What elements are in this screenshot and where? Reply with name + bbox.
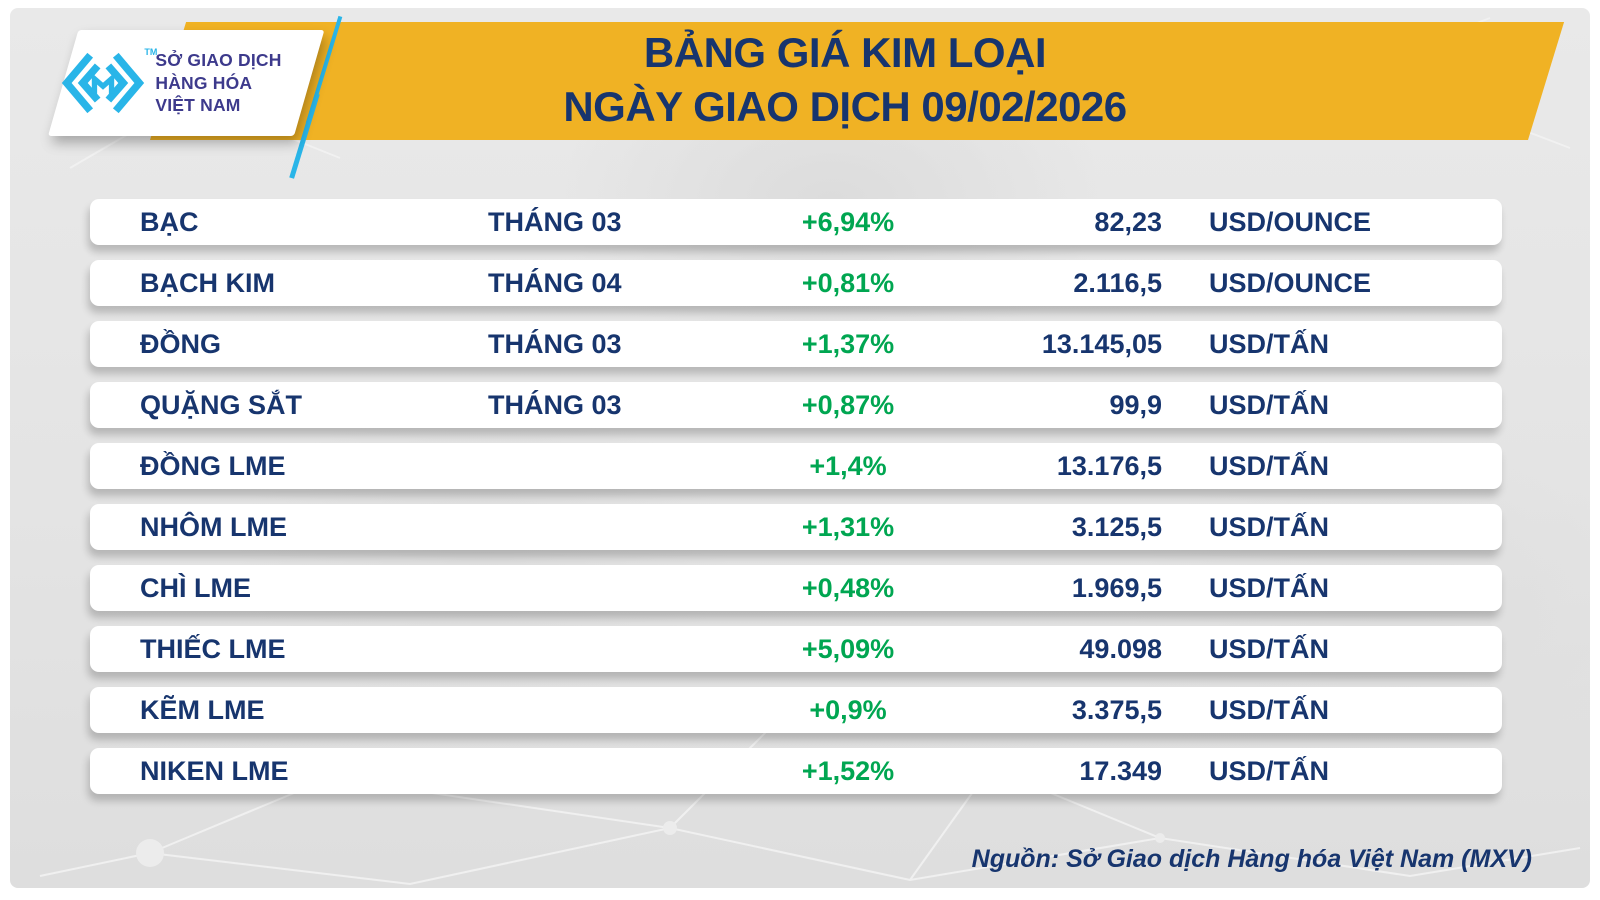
price-value: 99,9	[1109, 389, 1162, 420]
change-percent: +1,31%	[801, 511, 895, 542]
mxv-logo-text: SỞ GIAO DỊCH HÀNG HÓA VIỆT NAM	[155, 49, 281, 117]
logo-text-line: VIỆT NAM	[155, 95, 241, 116]
table-row: NHÔM LME +1,31% 3.125,5 USD/TẤN	[90, 504, 1502, 550]
price-unit: USD/TẤN	[1209, 511, 1329, 542]
price-unit: USD/TẤN	[1209, 633, 1329, 664]
table-row: ĐỒNG LME +1,4% 13.176,5 USD/TẤN	[90, 443, 1502, 489]
price-value: 17.349	[1079, 755, 1162, 786]
price-value: 3.125,5	[1071, 511, 1162, 542]
table-row: QUẶNG SẮT THÁNG 03 +0,87% 99,9 USD/TẤN	[90, 382, 1502, 428]
price-unit: USD/OUNCE	[1209, 206, 1372, 237]
change-percent: +0,9%	[809, 694, 887, 725]
contract-month: THÁNG 03	[488, 206, 622, 237]
commodity-name: CHÌ LME	[140, 572, 251, 603]
table-row: KẼM LME +0,9% 3.375,5 USD/TẤN	[90, 687, 1502, 733]
contract-month: THÁNG 03	[488, 389, 622, 420]
table-row: BẠC THÁNG 03 +6,94% 82,23 USD/OUNCE	[90, 199, 1502, 245]
table-row: THIẾC LME +5,09% 49.098 USD/TẤN	[90, 626, 1502, 672]
logo-text-line: SỞ GIAO DỊCH	[155, 49, 282, 70]
mxv-logo-plate: TM SỞ GIAO DỊCH HÀNG HÓA VIỆT NAM	[48, 30, 325, 136]
price-value: 13.145,05	[1041, 328, 1162, 359]
change-percent: +5,09%	[801, 633, 895, 664]
source-note: Nguồn: Sở Giao dịch Hàng hóa Việt Nam (M…	[971, 845, 1532, 873]
title-line-1: BẢNG GIÁ KIM LOẠI	[643, 29, 1047, 77]
table-row: BẠCH KIM THÁNG 04 +0,81% 2.116,5 USD/OUN…	[90, 260, 1502, 306]
title-line-2: NGÀY GIAO DỊCH 09/02/2026	[563, 83, 1127, 130]
table-row: CHÌ LME +0,48% 1.969,5 USD/TẤN	[90, 565, 1502, 611]
page-title: BẢNG GIÁ KIM LOẠI NGÀY GIAO DỊCH 09/02/2…	[90, 24, 1590, 136]
price-value: 13.176,5	[1056, 450, 1162, 481]
change-percent: +6,94%	[801, 206, 895, 237]
mxv-logo-icon: TM	[60, 47, 157, 115]
commodity-name: KẼM LME	[140, 694, 265, 725]
price-board-card: TM SỞ GIAO DỊCH HÀNG HÓA VIỆT NAM BẢNG G…	[10, 8, 1590, 888]
price-table: BẠC THÁNG 03 +6,94% 82,23 USD/OUNCE BẠCH…	[90, 199, 1502, 809]
price-value: 2.116,5	[1073, 267, 1162, 298]
price-unit: USD/TẤN	[1209, 694, 1329, 725]
logo-text-line: HÀNG HÓA	[155, 72, 253, 93]
contract-month: THÁNG 03	[488, 328, 622, 359]
table-row: NIKEN LME +1,52% 17.349 USD/TẤN	[90, 748, 1502, 794]
commodity-name: ĐỒNG	[140, 328, 221, 359]
commodity-name: THIẾC LME	[140, 633, 286, 664]
change-percent: +1,52%	[801, 755, 895, 786]
price-unit: USD/TẤN	[1209, 450, 1329, 481]
change-percent: +1,4%	[809, 450, 887, 481]
change-percent: +0,81%	[801, 267, 895, 298]
price-unit: USD/TẤN	[1209, 328, 1329, 359]
price-unit: USD/TẤN	[1209, 572, 1329, 603]
commodity-name: QUẶNG SẮT	[140, 389, 302, 420]
commodity-name: NHÔM LME	[140, 511, 287, 542]
price-value: 3.375,5	[1071, 694, 1162, 725]
price-value: 82,23	[1094, 206, 1162, 237]
price-unit: USD/TẤN	[1209, 755, 1329, 786]
trademark-label: TM	[144, 47, 158, 57]
change-percent: +0,87%	[801, 389, 895, 420]
price-value: 49.098	[1079, 633, 1162, 664]
commodity-name: ĐỒNG LME	[140, 450, 286, 481]
commodity-name: NIKEN LME	[140, 755, 289, 786]
commodity-name: BẠCH KIM	[140, 267, 275, 298]
price-value: 1.969,5	[1071, 572, 1162, 603]
table-row: ĐỒNG THÁNG 03 +1,37% 13.145,05 USD/TẤN	[90, 321, 1502, 367]
contract-month: THÁNG 04	[488, 267, 622, 298]
commodity-name: BẠC	[140, 206, 199, 237]
price-unit: USD/TẤN	[1209, 389, 1329, 420]
price-unit: USD/OUNCE	[1209, 267, 1372, 298]
change-percent: +1,37%	[801, 328, 895, 359]
change-percent: +0,48%	[801, 572, 895, 603]
